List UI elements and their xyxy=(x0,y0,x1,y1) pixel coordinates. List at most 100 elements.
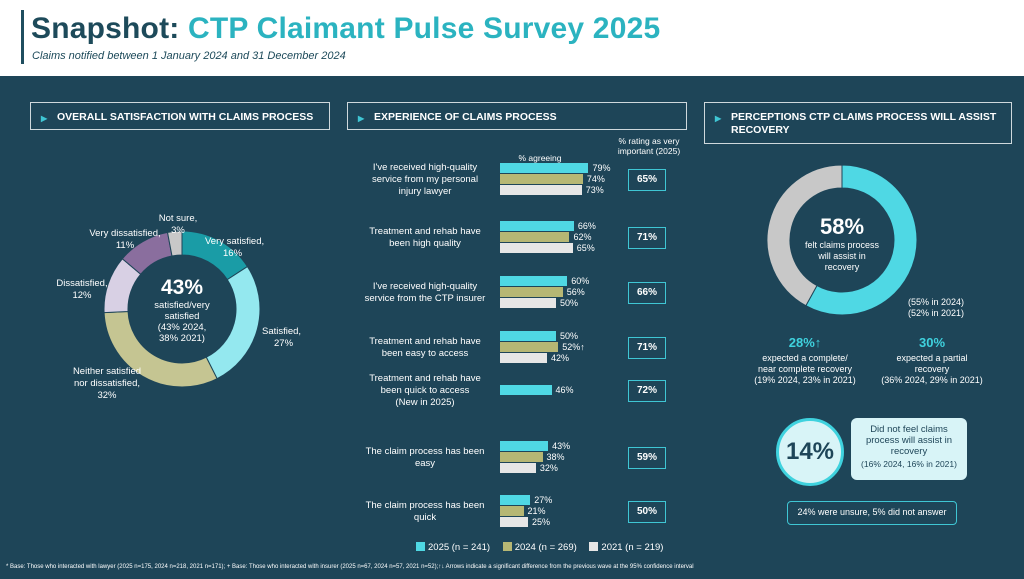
importance-value: 65% xyxy=(628,168,666,191)
not-assist-text: Did not feel claims xyxy=(870,424,948,435)
bar-value: 50% xyxy=(560,331,579,341)
bar-s24 xyxy=(500,342,559,352)
footer-note: * Base: Those who interacted with lawyer… xyxy=(6,564,694,570)
label-not-sure: Not sure, 3% xyxy=(158,213,198,236)
bar-value: 25% xyxy=(532,517,551,527)
bar-value: 32% xyxy=(539,463,558,473)
question-label: The claim process has been quick xyxy=(365,499,485,523)
bar-s25 xyxy=(500,163,589,173)
legend: 2025 (n = 241) 2024 (n = 269) 2021 (n = … xyxy=(416,542,673,553)
label-very-dissatisfied: Very dissatisfied, 11% xyxy=(89,228,161,251)
label-neither: Neither satisfied nor dissatisfied, 32% xyxy=(72,366,142,401)
play-icon: ▶ xyxy=(358,114,365,123)
play-icon: ▶ xyxy=(41,114,48,123)
bar-s25 xyxy=(500,385,552,395)
panel-perceptions-title: ▶ PERCEPTIONS CTP CLAIMS PROCESS WILL AS… xyxy=(704,102,1012,144)
partial-text: (36% 2024, 29% in 2021) xyxy=(881,375,983,385)
not-assist-box: Did not feel claims process will assist … xyxy=(851,418,967,480)
bar-s25 xyxy=(500,276,568,286)
slice-other xyxy=(766,164,843,307)
legend-2021: 2021 (n = 219) xyxy=(589,542,663,553)
complete-recovery: 28%↑ expected a complete/ near complete … xyxy=(745,335,865,386)
bar-s25 xyxy=(500,331,556,341)
not-assist-text: process will assist in xyxy=(865,435,953,446)
center-line: 38% 2021) xyxy=(159,333,205,344)
question-label: Treatment and rehab have been easy to acc… xyxy=(369,335,481,359)
center-line: will assist in xyxy=(818,251,866,261)
bar-s21 xyxy=(500,517,528,527)
bar-value: 66% xyxy=(577,221,596,231)
complete-text: (19% 2024, 23% in 2021) xyxy=(754,375,856,385)
bar-value: 52%↑ xyxy=(562,342,585,352)
bar-s21 xyxy=(500,353,548,363)
importance-value: 71% xyxy=(628,336,666,359)
panel-satisfaction-title: ▶ OVERALL SATISFACTION WITH CLAIMS PROCE… xyxy=(30,102,330,130)
center-line: recovery xyxy=(824,262,860,272)
bar-s24 xyxy=(500,174,583,184)
satisfaction-pct: 43% xyxy=(160,276,204,299)
slice-assist xyxy=(805,164,918,316)
bar-s24 xyxy=(500,287,563,297)
not-assist-text: (16% 2024, 16% in 2021) xyxy=(861,459,957,469)
partial-text: recovery xyxy=(914,364,950,374)
bar-s25 xyxy=(500,441,549,451)
legend-2024: 2024 (n = 269) xyxy=(502,542,577,553)
bar-s24 xyxy=(500,232,570,242)
question-label: Treatment and rehab have been quick to ac… xyxy=(369,372,481,408)
bar-value: 50% xyxy=(560,298,579,308)
recovery-donut xyxy=(766,164,918,316)
panel-experience-title: ▶ EXPERIENCE OF CLAIMS PROCESS xyxy=(347,102,687,130)
complete-pct: 28%↑ xyxy=(788,335,822,350)
header: Snapshot: CTP Claimant Pulse Survey 2025… xyxy=(0,0,1024,76)
bar-value: 21% xyxy=(527,506,546,516)
importance-value: 72% xyxy=(628,379,666,402)
center-line: satisfied/very xyxy=(154,300,210,311)
play-icon: ▶ xyxy=(715,114,722,123)
complete-text: near complete recovery xyxy=(757,364,853,374)
bar-s25 xyxy=(500,221,574,231)
unsure-note: 24% were unsure, 5% did not answer xyxy=(787,501,957,525)
center-line: (43% 2024, xyxy=(157,322,207,333)
partial-text: expected a partial xyxy=(896,353,968,363)
complete-text: expected a complete/ xyxy=(762,353,848,363)
bar-value: 38% xyxy=(546,452,565,462)
bar-value: 27% xyxy=(534,495,553,505)
bar-value: 62% xyxy=(573,232,592,242)
importance-value: 59% xyxy=(628,446,666,469)
satisfaction-donut xyxy=(103,230,261,388)
bar-s21 xyxy=(500,463,536,473)
question-label: Treatment and rehab have been high qualit… xyxy=(369,225,481,249)
bar-value: 65% xyxy=(576,243,595,253)
question-label: The claim process has been easy xyxy=(365,445,485,469)
recovery-previous: (55% in 2024) (52% in 2021) xyxy=(907,297,965,318)
bar-value: 56% xyxy=(566,287,585,297)
bar-s21 xyxy=(500,185,582,195)
bar-value: 42% xyxy=(551,353,570,363)
center-line: satisfied xyxy=(164,311,200,322)
label-satisfied: Satisfied, 27% xyxy=(262,326,302,349)
page-subtitle: Claims notified between 1 January 2024 a… xyxy=(32,50,346,62)
bar-s25 xyxy=(500,495,531,505)
bar-value: 73% xyxy=(585,185,604,195)
legend-2025: 2025 (n = 241) xyxy=(416,542,490,553)
header-accent-bar xyxy=(21,10,24,64)
recovery-center: 58% felt claims process will assist in r… xyxy=(787,214,897,273)
center-line: felt claims process xyxy=(804,240,880,250)
bar-s21 xyxy=(500,243,573,253)
bar-value: 46% xyxy=(555,385,574,395)
importance-value: 50% xyxy=(628,500,666,523)
importance-value: 66% xyxy=(628,281,666,304)
not-assist-circle: 14% xyxy=(776,418,844,486)
label-very-satisfied: Very satisfied, 16% xyxy=(205,236,265,259)
question-label: I've received high-quality service from t… xyxy=(364,280,486,304)
slice-not-sure xyxy=(166,230,183,257)
bar-value: 74% xyxy=(586,174,605,184)
page-title: Snapshot: CTP Claimant Pulse Survey 2025 xyxy=(31,12,661,45)
col-agree: % agreeing xyxy=(518,153,562,163)
question-label: I've received high-quality service from m… xyxy=(371,161,479,197)
bar-value: 60% xyxy=(571,276,590,286)
bar-value: 79% xyxy=(592,163,611,173)
partial-pct: 30% xyxy=(918,335,946,350)
satisfaction-center: 43% satisfied/very satisfied (43% 2024, … xyxy=(136,276,228,344)
